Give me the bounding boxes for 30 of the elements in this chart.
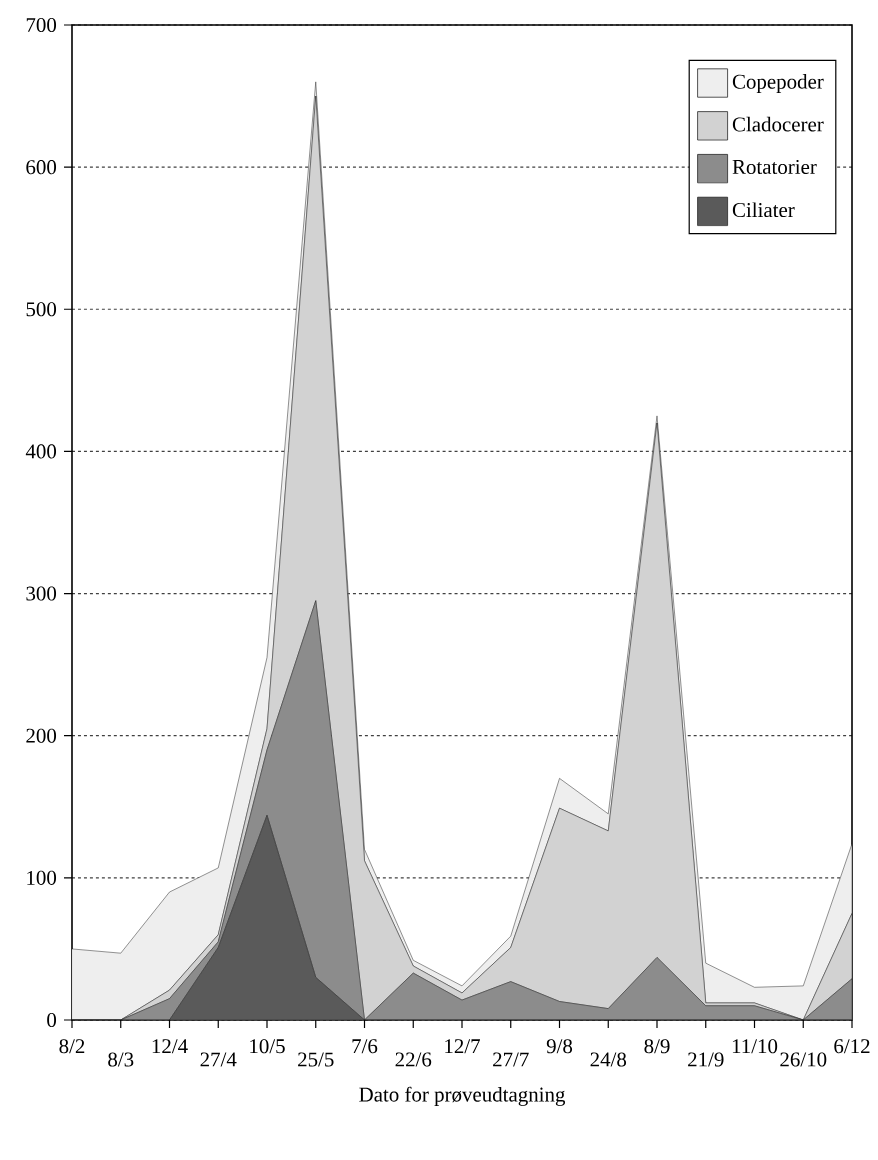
x-tick-label: 21/9	[688, 1052, 724, 1067]
x-tick-label: 9/8	[547, 1039, 573, 1054]
y-tick-label: 500	[26, 302, 57, 317]
y-tick-label: 100	[27, 870, 57, 885]
y-tick-label: 700	[27, 17, 57, 33]
x-tick-label: 11/10	[733, 1039, 778, 1054]
x-tick-label: 24/8	[590, 1052, 627, 1067]
y-tick-label: 300	[26, 586, 57, 601]
legend-label: Copepoder	[733, 73, 824, 93]
x-tick-label: 27/4	[200, 1052, 237, 1067]
y-tick-label: 200	[26, 728, 57, 743]
x-tick-label: 6/12	[834, 1039, 870, 1054]
x-tick-label: 26/10	[780, 1052, 827, 1067]
x-tick-label: 8/9	[644, 1039, 670, 1054]
x-tick-label: 25/5	[298, 1052, 334, 1067]
x-tick-label: 12/4	[152, 1039, 188, 1054]
legend-label: Rotatorier	[732, 159, 817, 174]
y-tick-label: 0	[47, 1012, 57, 1028]
y-tick-label: 400	[26, 444, 57, 459]
y-tick-label: 600	[26, 160, 57, 175]
legend-label: Ciliater	[733, 202, 795, 218]
x-tick-label: 22/6	[395, 1052, 432, 1067]
x-tick-label: 12/7	[445, 1039, 481, 1054]
x-tick-label: 7/6	[352, 1039, 378, 1054]
legend-label: Cladocerer	[733, 116, 824, 132]
x-tick-label: 10/5	[250, 1039, 285, 1054]
x-axis-title: Dato for prøveudtagning	[359, 1086, 566, 1106]
x-tick-label: 27/7	[493, 1052, 529, 1067]
x-tick-label: 8/2	[59, 1039, 85, 1054]
x-tick-label: 8/3	[108, 1052, 134, 1067]
